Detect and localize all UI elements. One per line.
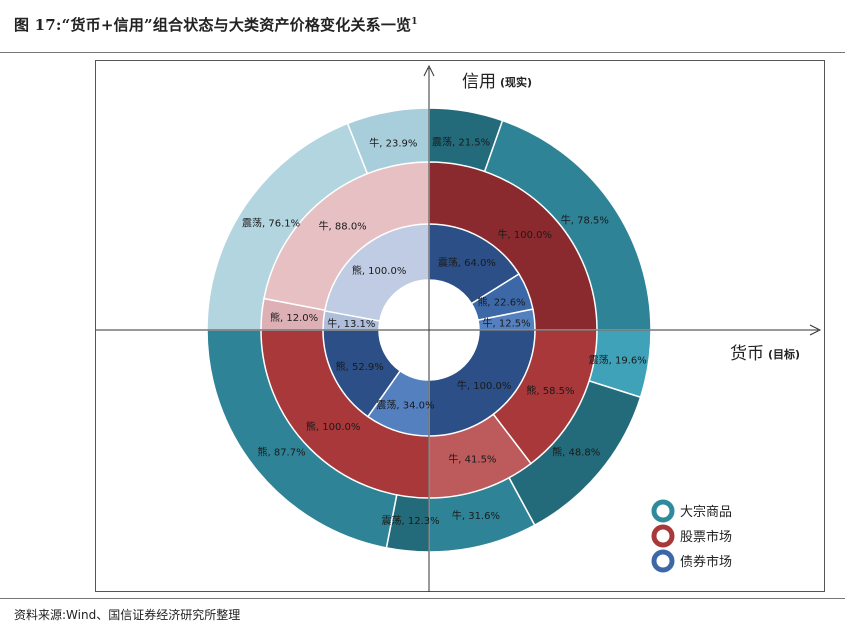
x-axis-label-note: (目标) (768, 347, 800, 361)
legend: 大宗商品 股票市场 债券市场 (651, 499, 732, 573)
slice-label-commodity-5: 震荡, 12.3% (382, 515, 440, 527)
slice-label-bond-4: 震荡, 34.0% (376, 399, 434, 411)
slice-labels-layer: 震荡, 21.5% 牛, 78.5% 震荡, 19.6% 熊, 48.8% 牛, 31.… (242, 136, 647, 527)
legend-swatch-bond (651, 549, 675, 573)
chart-frame (95, 60, 825, 592)
rings-layer (206, 107, 652, 553)
slice-label-stock-5: 牛, 88.0% (319, 220, 367, 233)
legend-label-stock: 股票市场 (680, 529, 732, 545)
axes-layer: 信用 (现实) 货币 (目标) (96, 64, 822, 592)
slice-label-commodity-1: 牛, 78.5% (561, 214, 609, 227)
x-axis-arrow (809, 324, 822, 336)
slice-label-commodity-8: 牛, 23.9% (369, 136, 417, 149)
y-axis-arrow (423, 64, 435, 77)
slice-label-stock-4: 熊, 12.0% (270, 311, 318, 324)
slice-label-stock-2: 牛, 41.5% (448, 452, 496, 465)
source-note: 资料来源:Wind、国信证券经济研究所整理 (14, 608, 241, 622)
y-axis-label-note: (现实) (500, 75, 532, 89)
slice-label-bond-6: 牛, 13.1% (327, 317, 375, 330)
slice-label-commodity-7: 震荡, 76.1% (242, 218, 300, 230)
legend-swatch-stock (651, 524, 675, 548)
donut-chart: 信用 (现实) 货币 (目标) 震荡, 21.5% 牛, 78.5% 震荡, 19.… (96, 64, 822, 592)
legend-label-commodity: 大宗商品 (680, 504, 732, 520)
figure-title: 图 17:“货币+信用”组合状态与大类资产价格变化关系一览1 (14, 14, 418, 35)
y-axis-label: 信用 (462, 72, 496, 92)
slice-label-stock-0: 牛, 100.0% (498, 228, 553, 241)
legend-label-bond: 债券市场 (680, 554, 732, 570)
slice-label-commodity-0: 震荡, 21.5% (432, 137, 490, 149)
slice-label-commodity-6: 熊, 87.7% (257, 445, 305, 458)
figure-title-text: 图 17:“货币+信用”组合状态与大类资产价格变化关系一览 (14, 16, 412, 34)
legend-item-bond: 债券市场 (651, 549, 732, 573)
slice-label-stock-3: 熊, 100.0% (306, 420, 361, 433)
slice-label-bond-0: 震荡, 64.0% (438, 257, 496, 269)
legend-item-stock: 股票市场 (651, 524, 732, 548)
slice-label-bond-2: 牛, 12.5% (483, 316, 531, 329)
figure-title-footnote: 1 (411, 17, 418, 27)
slice-label-commodity-4: 牛, 31.6% (452, 509, 500, 522)
x-axis-label: 货币 (730, 344, 764, 364)
slice-label-bond-7: 熊, 100.0% (352, 264, 407, 277)
slice-label-bond-5: 熊, 52.9% (336, 360, 384, 373)
title-bar: 图 17:“货币+信用”组合状态与大类资产价格变化关系一览1 (0, 0, 845, 53)
slice-label-commodity-3: 熊, 48.8% (552, 446, 600, 459)
legend-item-commodity: 大宗商品 (651, 499, 732, 523)
footer-divider (0, 598, 845, 599)
slice-label-stock-1: 熊, 58.5% (526, 384, 574, 397)
slice-label-bond-1: 熊, 22.6% (477, 295, 525, 308)
legend-swatch-commodity (651, 499, 675, 523)
slice-label-commodity-2: 震荡, 19.6% (589, 354, 647, 366)
slice-label-bond-3: 牛, 100.0% (457, 379, 512, 392)
slice-bond-7 (323, 223, 430, 322)
